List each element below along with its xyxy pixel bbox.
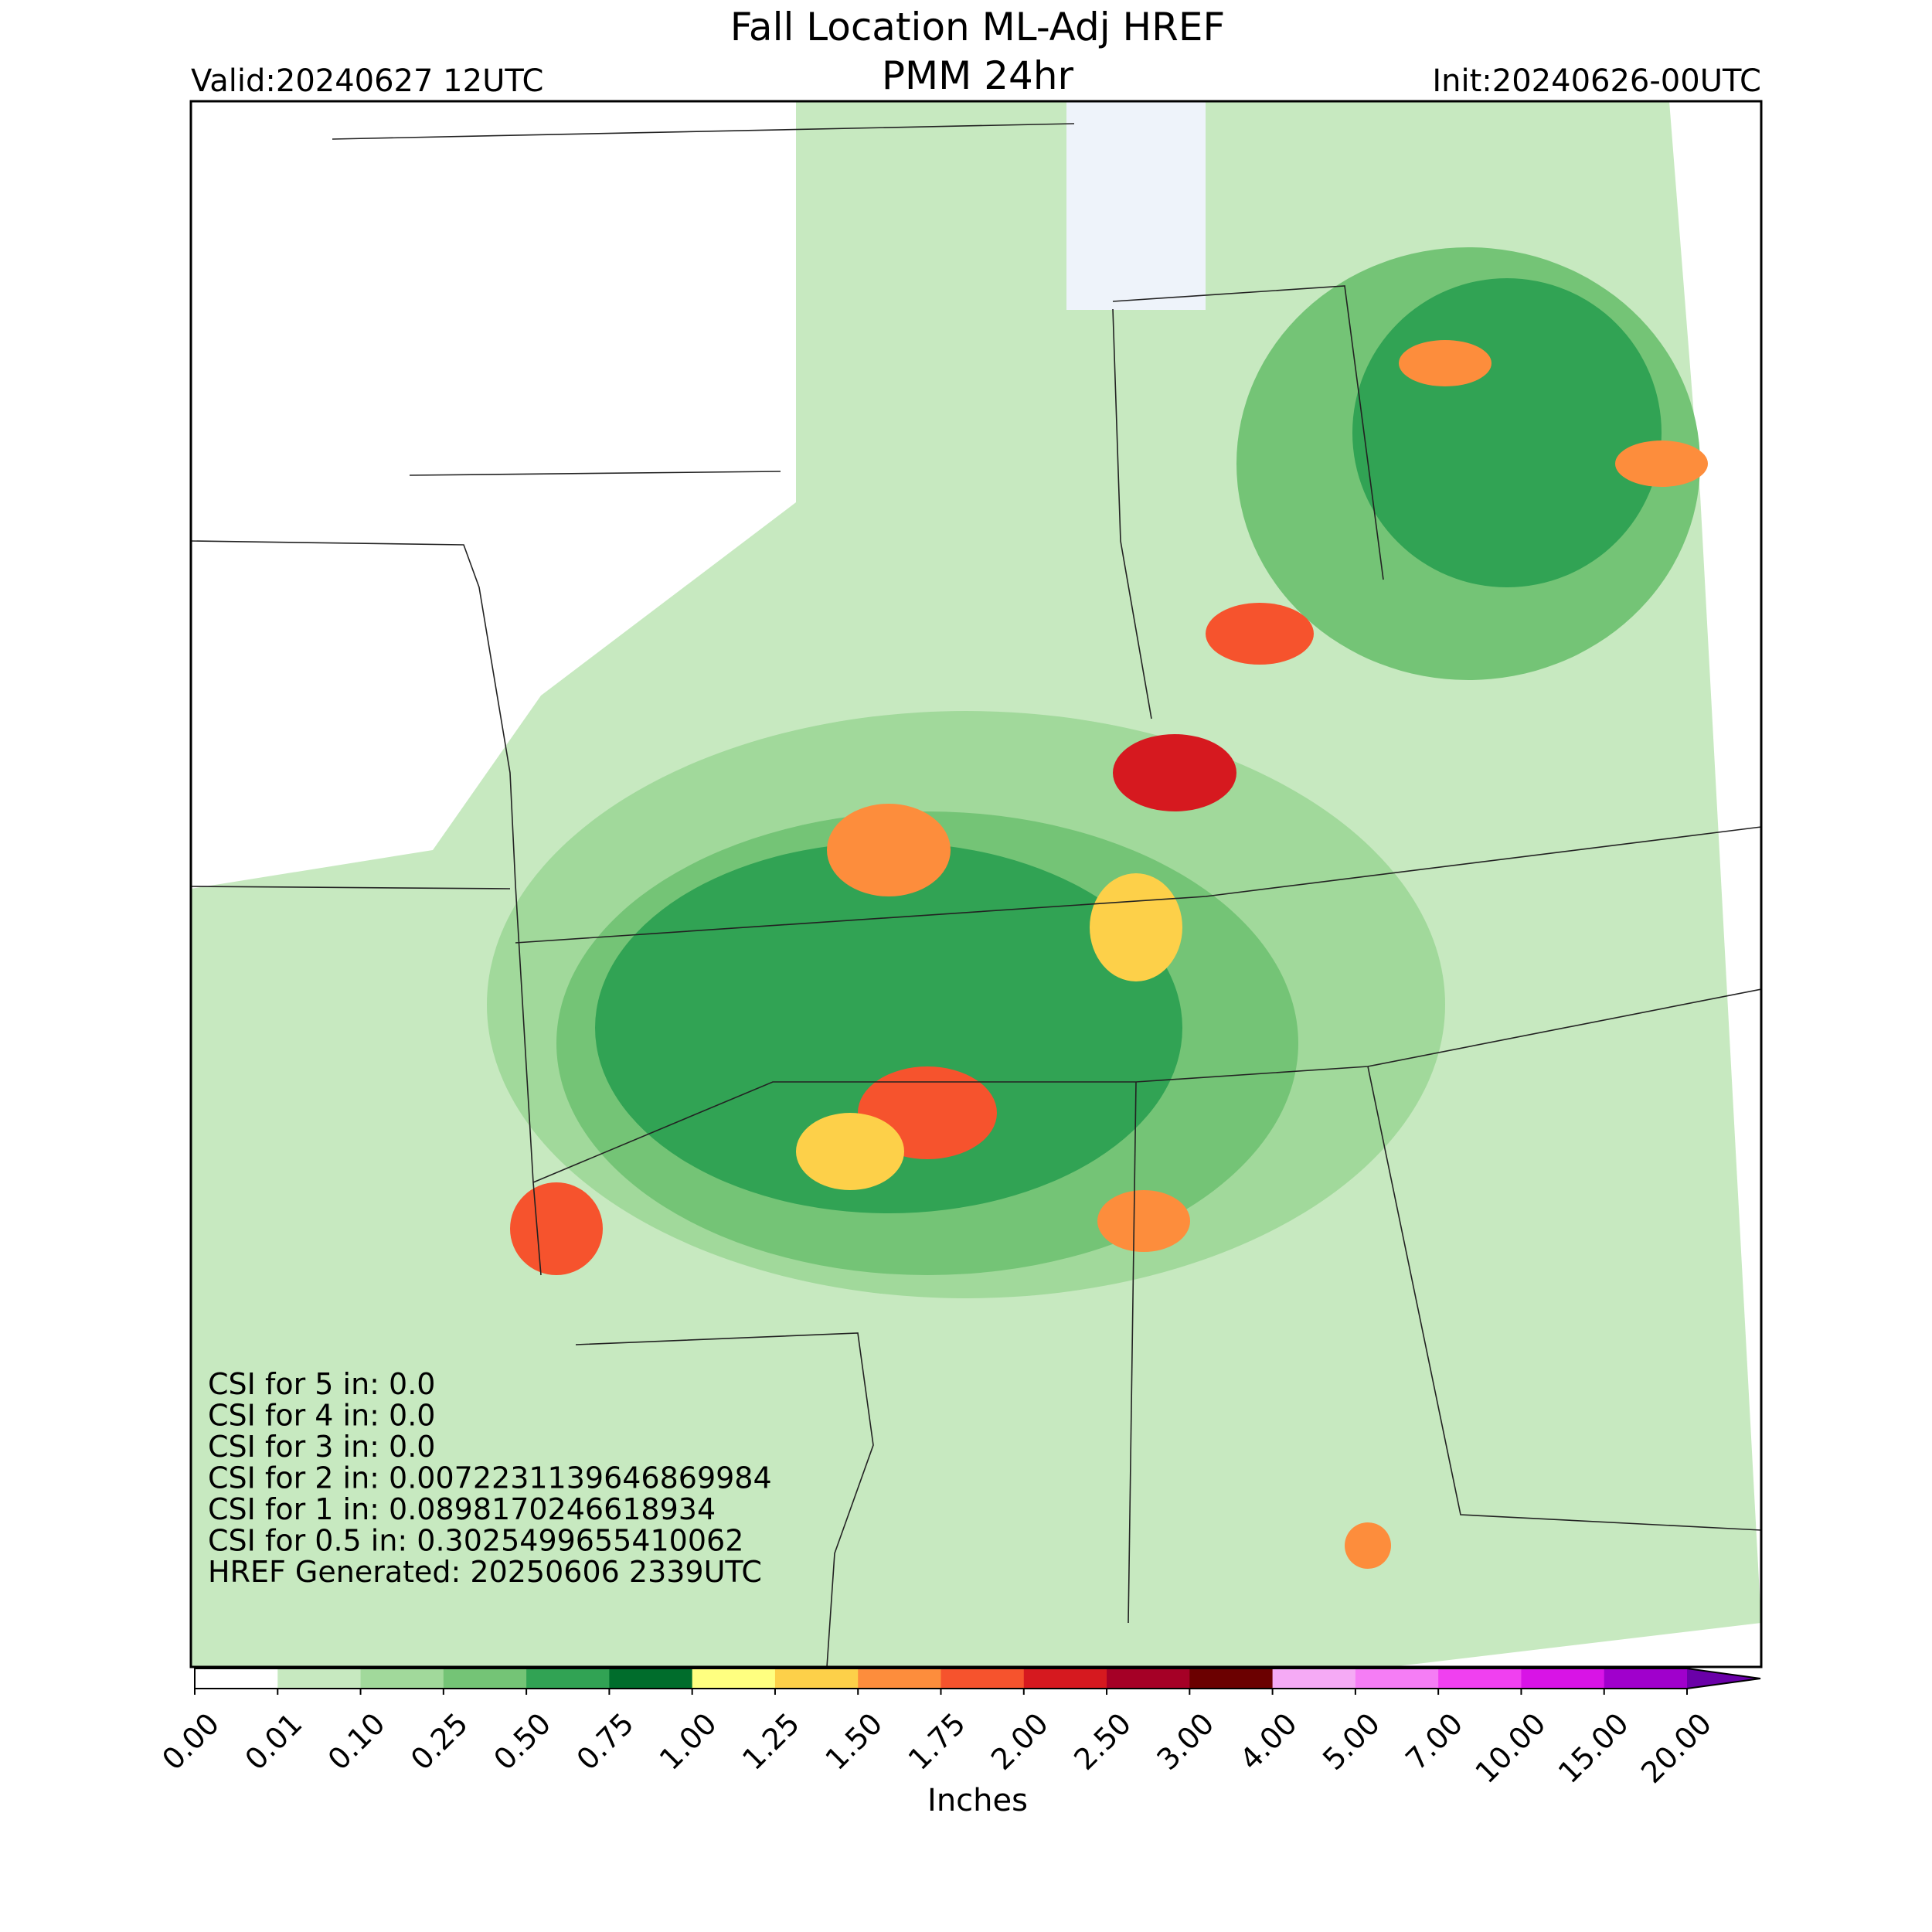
colorbar-segment — [1521, 1668, 1605, 1689]
colorbar-extend — [1687, 1668, 1760, 1689]
colorbar-segment — [1604, 1668, 1688, 1689]
colorbar-tick-label: 20.00 — [1634, 1706, 1718, 1790]
colorbar-segment — [1189, 1668, 1274, 1689]
csi-text: CSI for 0.5 in: 0.3025499655410062 — [208, 1524, 743, 1558]
csi-text: CSI for 1 in: 0.0898170246618934 — [208, 1492, 716, 1526]
colorbar-segment — [1355, 1668, 1439, 1689]
colorbar-outline — [194, 1668, 1761, 1689]
colorbar-tick-label: 1.75 — [902, 1706, 972, 1777]
colorbar: 0.00 0.01 0.10 0.25 0.50 0.75 1.00 1.25 1.50 1.75… — [155, 1668, 1761, 1818]
csi-text: CSI for 2 in: 0.007223113964686998​4 — [208, 1461, 772, 1495]
colorbar-label: Inches — [927, 1783, 1028, 1818]
colorbar-segment — [1107, 1668, 1190, 1689]
map-frame — [189, 100, 1763, 1668]
colorbar-tick-label: 1.25 — [736, 1706, 806, 1777]
colorbar-segment — [1272, 1668, 1356, 1689]
title: Fall Location ML-Adj HREF — [730, 5, 1225, 49]
colorbar-tick-label: 0.25 — [404, 1706, 474, 1777]
colorbar-segment — [858, 1668, 941, 1689]
subtitle: PMM 24hr — [882, 53, 1074, 98]
csi-text: HREF Generated: 20250606 2339UTC — [208, 1555, 762, 1589]
colorbar-tick-label: 1.50 — [818, 1706, 889, 1777]
colorbar-tick-label: 0.75 — [570, 1706, 641, 1777]
init-time: Init:20240626-00UTC — [1432, 63, 1761, 99]
colorbar-segment — [692, 1668, 776, 1689]
colorbar-segment — [360, 1668, 444, 1689]
colorbar-tick-label: 0.00 — [155, 1706, 226, 1777]
colorbar-tick-label: 2.00 — [985, 1706, 1055, 1777]
colorbar-segment — [443, 1668, 527, 1689]
map — [189, 100, 1763, 1668]
colorbar-segment — [195, 1668, 278, 1689]
colorbar-tick-label: 4.00 — [1233, 1706, 1304, 1777]
csi-text: CSI for 3 in: 0.0 — [208, 1430, 435, 1464]
colorbar-segment — [774, 1668, 859, 1689]
colorbar-tick-label: 1.00 — [653, 1706, 723, 1777]
colorbar-tick-label: 7.00 — [1399, 1706, 1469, 1777]
valid-time: Valid:20240627 12UTC — [191, 63, 543, 99]
colorbar-tick-label: 5.00 — [1316, 1706, 1386, 1777]
csi-text: CSI for 5 in: 0.0 — [208, 1367, 435, 1401]
colorbar-tick-label: 3.00 — [1151, 1706, 1221, 1777]
colorbar-segment — [277, 1668, 362, 1689]
colorbar-segment — [609, 1668, 693, 1689]
colorbar-tick-label: 15.00 — [1552, 1706, 1635, 1790]
csi-text: CSI for 4 in: 0.0 — [208, 1399, 435, 1433]
colorbar-tick-label: 0.10 — [321, 1706, 392, 1777]
colorbar-tick-label: 0.01 — [239, 1706, 309, 1777]
colorbar-segment — [526, 1668, 610, 1689]
colorbar-segment — [940, 1668, 1025, 1689]
colorbar-tick-label: 10.00 — [1469, 1706, 1553, 1790]
colorbar-segment — [1438, 1668, 1522, 1689]
colorbar-segment — [1023, 1668, 1107, 1689]
colorbar-tick-label: 2.50 — [1067, 1706, 1138, 1777]
precip-field — [191, 101, 1761, 1667]
colorbar-tick-label: 0.50 — [487, 1706, 557, 1777]
